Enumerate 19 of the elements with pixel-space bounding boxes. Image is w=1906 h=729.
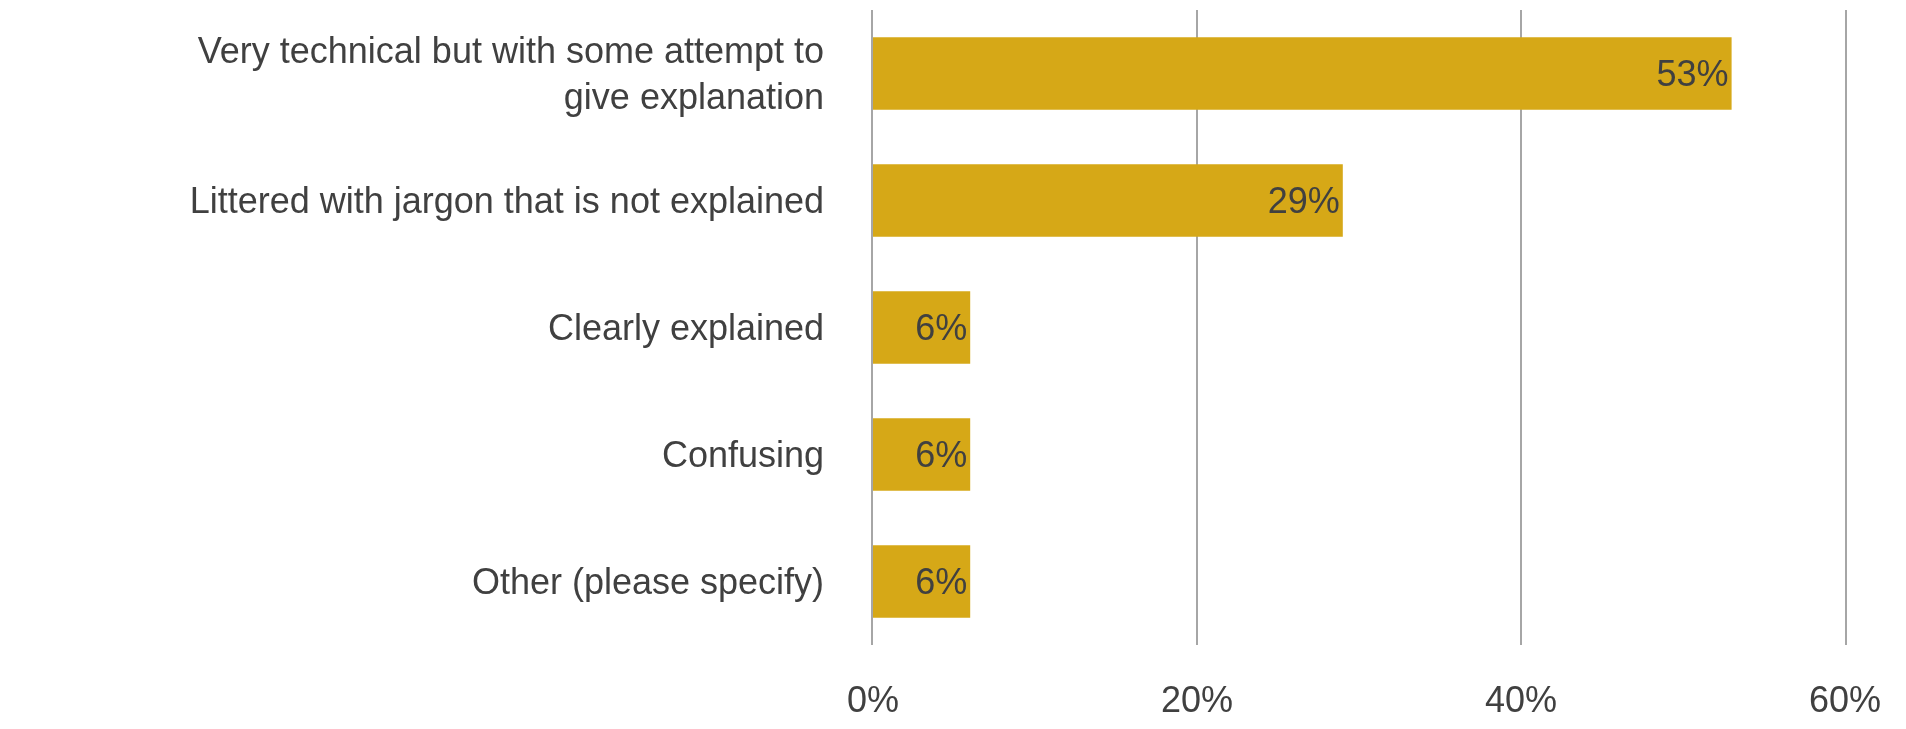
- bar: [873, 164, 1343, 237]
- data-label: 6%: [915, 307, 968, 348]
- bar: [873, 418, 971, 491]
- y-tick-label: Very technical but with some attempt to give explanation: [197, 29, 825, 118]
- bar: [873, 37, 1732, 110]
- x-tick-label: 60%: [1808, 679, 1882, 720]
- data-label: 29%: [1267, 180, 1340, 222]
- y-tick-label: Clearly explained: [547, 307, 825, 349]
- y-tick-label: Other (please specify): [471, 561, 825, 603]
- data-label: 53%: [1656, 53, 1729, 94]
- bar: [873, 291, 971, 364]
- data-label: 6%: [915, 561, 968, 603]
- y-tick-label: Confusing: [661, 434, 825, 476]
- y-tick-label: Littered with jargon that is not explained: [189, 180, 825, 222]
- x-tick-label: 0%: [846, 679, 900, 720]
- data-label: 6%: [915, 434, 968, 476]
- bar: [873, 545, 971, 618]
- x-tick-label: 20%: [1160, 679, 1234, 720]
- x-tick-label: 40%: [1484, 679, 1558, 720]
